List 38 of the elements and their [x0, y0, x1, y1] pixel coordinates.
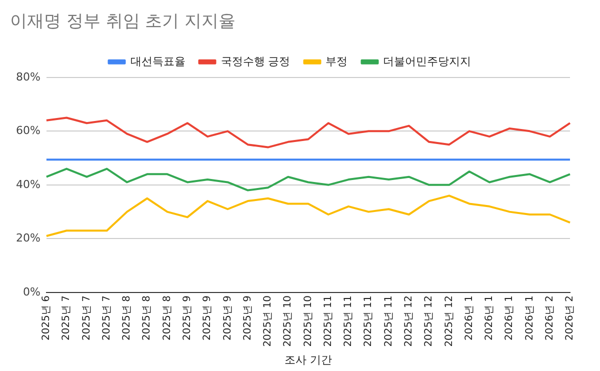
x-tick-label: 2026년 2 [564, 295, 576, 340]
x-tick-label: 2025년 10 [262, 295, 274, 347]
x-axis-title: 조사 기간 [284, 353, 332, 366]
x-tick-label: 2026년 1 [504, 295, 516, 340]
x-tick-label: 2025년 9 [182, 295, 193, 340]
x-tick-label: 2025년 6 [41, 295, 52, 340]
x-tick-label: 2026년 1 [464, 295, 475, 340]
y-tick-label: 60% [16, 124, 40, 138]
x-tick-label: 2025년 11 [322, 295, 334, 347]
x-tick-label: 2026년 1 [524, 295, 536, 340]
x-tick-label: 2026년 1 [484, 295, 496, 340]
y-tick-label: 20% [16, 232, 40, 245]
x-tick-label: 2025년 12 [444, 295, 455, 347]
y-tick-label: 40% [16, 178, 40, 191]
x-tick-label: 2025년 11 [383, 295, 394, 347]
x-tick-label: 2025년 10 [302, 295, 314, 347]
x-tick-label: 2025년 7 [61, 295, 72, 340]
x-tick-label: 2025년 9 [242, 295, 254, 340]
x-tick-label: 2025년 8 [142, 295, 153, 340]
x-tick-label: 2025년 7 [81, 295, 92, 340]
legend-label: 대선득표율 [130, 54, 186, 68]
x-tick-label: 2025년 11 [343, 295, 354, 347]
x-tick-label: 2025년 10 [282, 295, 294, 347]
legend-label: 부정 [326, 54, 348, 68]
x-tick-label: 2026년 2 [544, 295, 556, 340]
x-tick-label: 2025년 12 [404, 295, 414, 347]
legend-label: 국정수행 긍정 [220, 54, 290, 68]
y-tick-label: 0% [22, 285, 40, 298]
x-tick-label: 2025년 8 [162, 295, 173, 340]
x-tick-label: 2025년 8 [122, 295, 133, 340]
x-tick-label: 2025년 9 [202, 295, 214, 340]
legend-label: 더불어민주당지지 [383, 54, 472, 68]
x-tick-label: 2025년 7 [101, 295, 112, 340]
x-tick-label: 2025년 9 [222, 295, 234, 340]
x-tick-label: 2025년 12 [424, 295, 435, 347]
x-tick-label: 2025년 11 [363, 295, 374, 347]
chart-title: 이재명 정부 취임 초기 지지율 [10, 12, 236, 32]
y-tick-label: 80% [16, 70, 40, 84]
